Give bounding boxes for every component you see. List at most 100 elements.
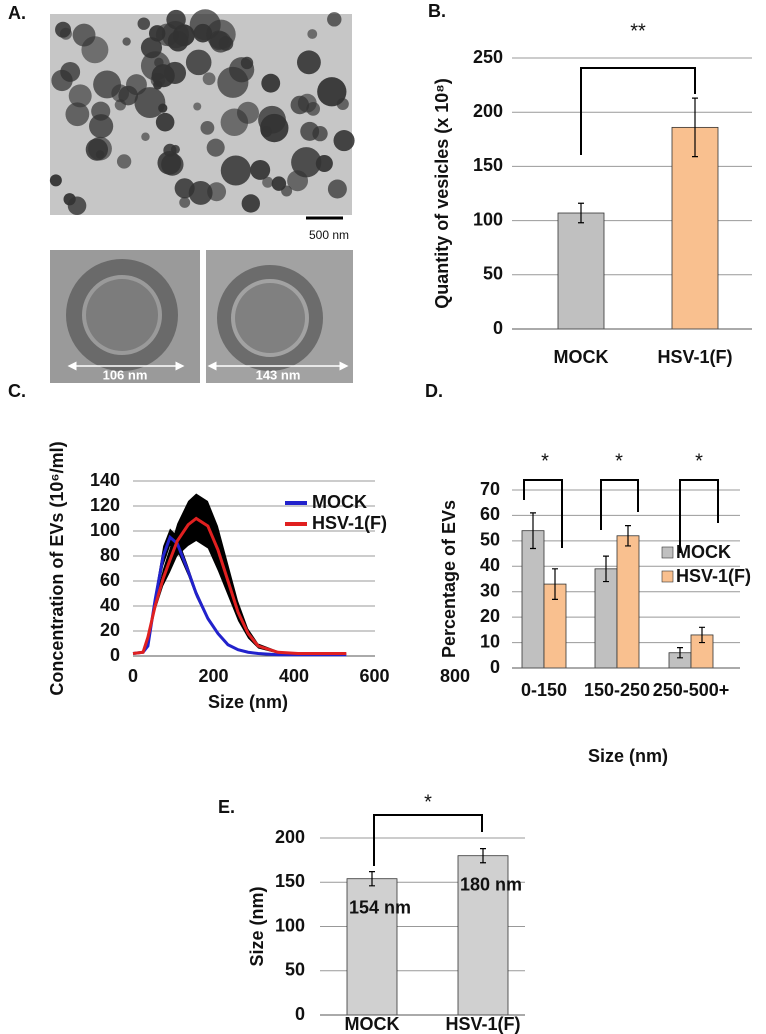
value-label: 180 nm <box>460 874 522 894</box>
significance-mark: * <box>541 450 549 472</box>
bar <box>346 878 398 1016</box>
y-tick-label: 120 <box>90 495 120 515</box>
significance-mark: ** <box>630 20 646 42</box>
y-tick-label: 200 <box>275 827 305 847</box>
vesicle <box>126 74 147 96</box>
x-tick-label: 0-150 <box>521 680 567 700</box>
significance-bracket <box>580 67 696 155</box>
vesicle <box>137 17 151 30</box>
vesicle <box>200 120 215 135</box>
line <box>132 534 347 657</box>
vesicle <box>241 194 260 213</box>
vesicle <box>151 64 175 88</box>
y-tick-label: 40 <box>480 555 500 575</box>
panel-label: A. <box>8 3 26 23</box>
legend-swatch <box>661 546 674 559</box>
y-tick-label: 50 <box>285 960 305 980</box>
legend-label: MOCK <box>312 492 367 512</box>
significance-mark: * <box>424 791 432 813</box>
x-axis-title: Size (nm) <box>208 692 288 712</box>
vesicle <box>307 29 318 39</box>
y-tick-label: 200 <box>473 101 503 121</box>
vesicle <box>262 176 274 188</box>
x-tick-label: 150-250 <box>584 680 650 700</box>
y-tick-label: 0 <box>110 645 120 665</box>
x-tick-label: 600 <box>359 666 389 686</box>
vesicle <box>250 159 271 180</box>
error-bar <box>578 202 584 224</box>
y-tick-label: 0 <box>493 318 503 338</box>
significance-mark: * <box>615 450 623 472</box>
y-axis-title: Size (nm) <box>247 886 267 966</box>
vesicle <box>261 73 281 93</box>
vesicle <box>209 31 232 53</box>
y-tick-label: 100 <box>473 209 503 229</box>
y-tick-label: 20 <box>480 606 500 626</box>
x-tick-label: 200 <box>198 666 228 686</box>
y-tick-label: 250 <box>473 47 503 67</box>
vesicle <box>297 93 317 113</box>
error-bar <box>552 568 558 600</box>
vesicle <box>68 84 92 108</box>
panel-label: C. <box>8 381 26 401</box>
y-tick-label: 100 <box>275 915 305 935</box>
y-axis-title: Concentration of EVs (10⁶/ml) <box>47 441 67 695</box>
y-tick-label: 70 <box>480 479 500 499</box>
vesicle <box>65 102 90 127</box>
significance-mark: * <box>695 450 703 472</box>
vesicle <box>287 170 309 192</box>
x-tick-label: 250-500+ <box>653 680 730 700</box>
significance-bracket <box>523 479 563 548</box>
vesicle <box>327 179 347 199</box>
vesicle <box>111 84 130 103</box>
vesicle <box>72 23 96 47</box>
y-tick-label: 140 <box>90 470 120 490</box>
legend-label: HSV-1(F) <box>312 513 387 533</box>
legend-label: HSV-1(F) <box>676 566 751 586</box>
panel-label: E. <box>218 797 235 817</box>
y-tick-label: 30 <box>480 580 500 600</box>
y-tick-label: 40 <box>100 595 120 615</box>
vesicle <box>179 197 191 208</box>
x-tick-label: HSV-1(F) <box>445 1014 520 1034</box>
vesicle <box>317 77 347 107</box>
y-tick-label: 0 <box>295 1004 305 1024</box>
vesicle <box>281 185 293 197</box>
error-bar <box>699 626 705 644</box>
bar <box>616 535 640 669</box>
y-tick-label: 10 <box>480 631 500 651</box>
y-tick-label: 150 <box>473 155 503 175</box>
vesicle <box>206 138 225 157</box>
vesicle <box>217 66 249 98</box>
vesicle <box>141 132 150 142</box>
y-tick-label: 60 <box>480 504 500 524</box>
vesicle <box>60 62 81 82</box>
vesicle <box>122 37 131 46</box>
bar <box>557 212 605 330</box>
x-axis-title: Size (nm) <box>588 746 668 766</box>
legend-label: MOCK <box>676 542 731 562</box>
vesicle <box>236 101 260 124</box>
vesicle <box>188 180 213 205</box>
vesicle <box>291 147 322 178</box>
error-bar <box>369 871 375 887</box>
error-bar <box>480 848 486 864</box>
vesicle <box>220 155 251 186</box>
x-tick-label: 400 <box>279 666 309 686</box>
x-tick-label: 0 <box>128 666 138 686</box>
bar <box>594 568 618 669</box>
vesicle <box>296 50 321 75</box>
panel-label: D. <box>425 381 443 401</box>
error-bar <box>625 525 631 547</box>
error-bar <box>677 647 683 659</box>
y-tick-label: 0 <box>490 657 500 677</box>
significance-bracket <box>373 814 483 866</box>
vesicle <box>134 87 166 119</box>
vesicle <box>185 49 212 76</box>
significance-bracket <box>600 479 639 530</box>
scale-bar-label: 500 nm <box>309 228 349 242</box>
vesicle <box>55 21 71 38</box>
y-tick-label: 80 <box>100 545 120 565</box>
y-tick-label: 50 <box>480 530 500 550</box>
